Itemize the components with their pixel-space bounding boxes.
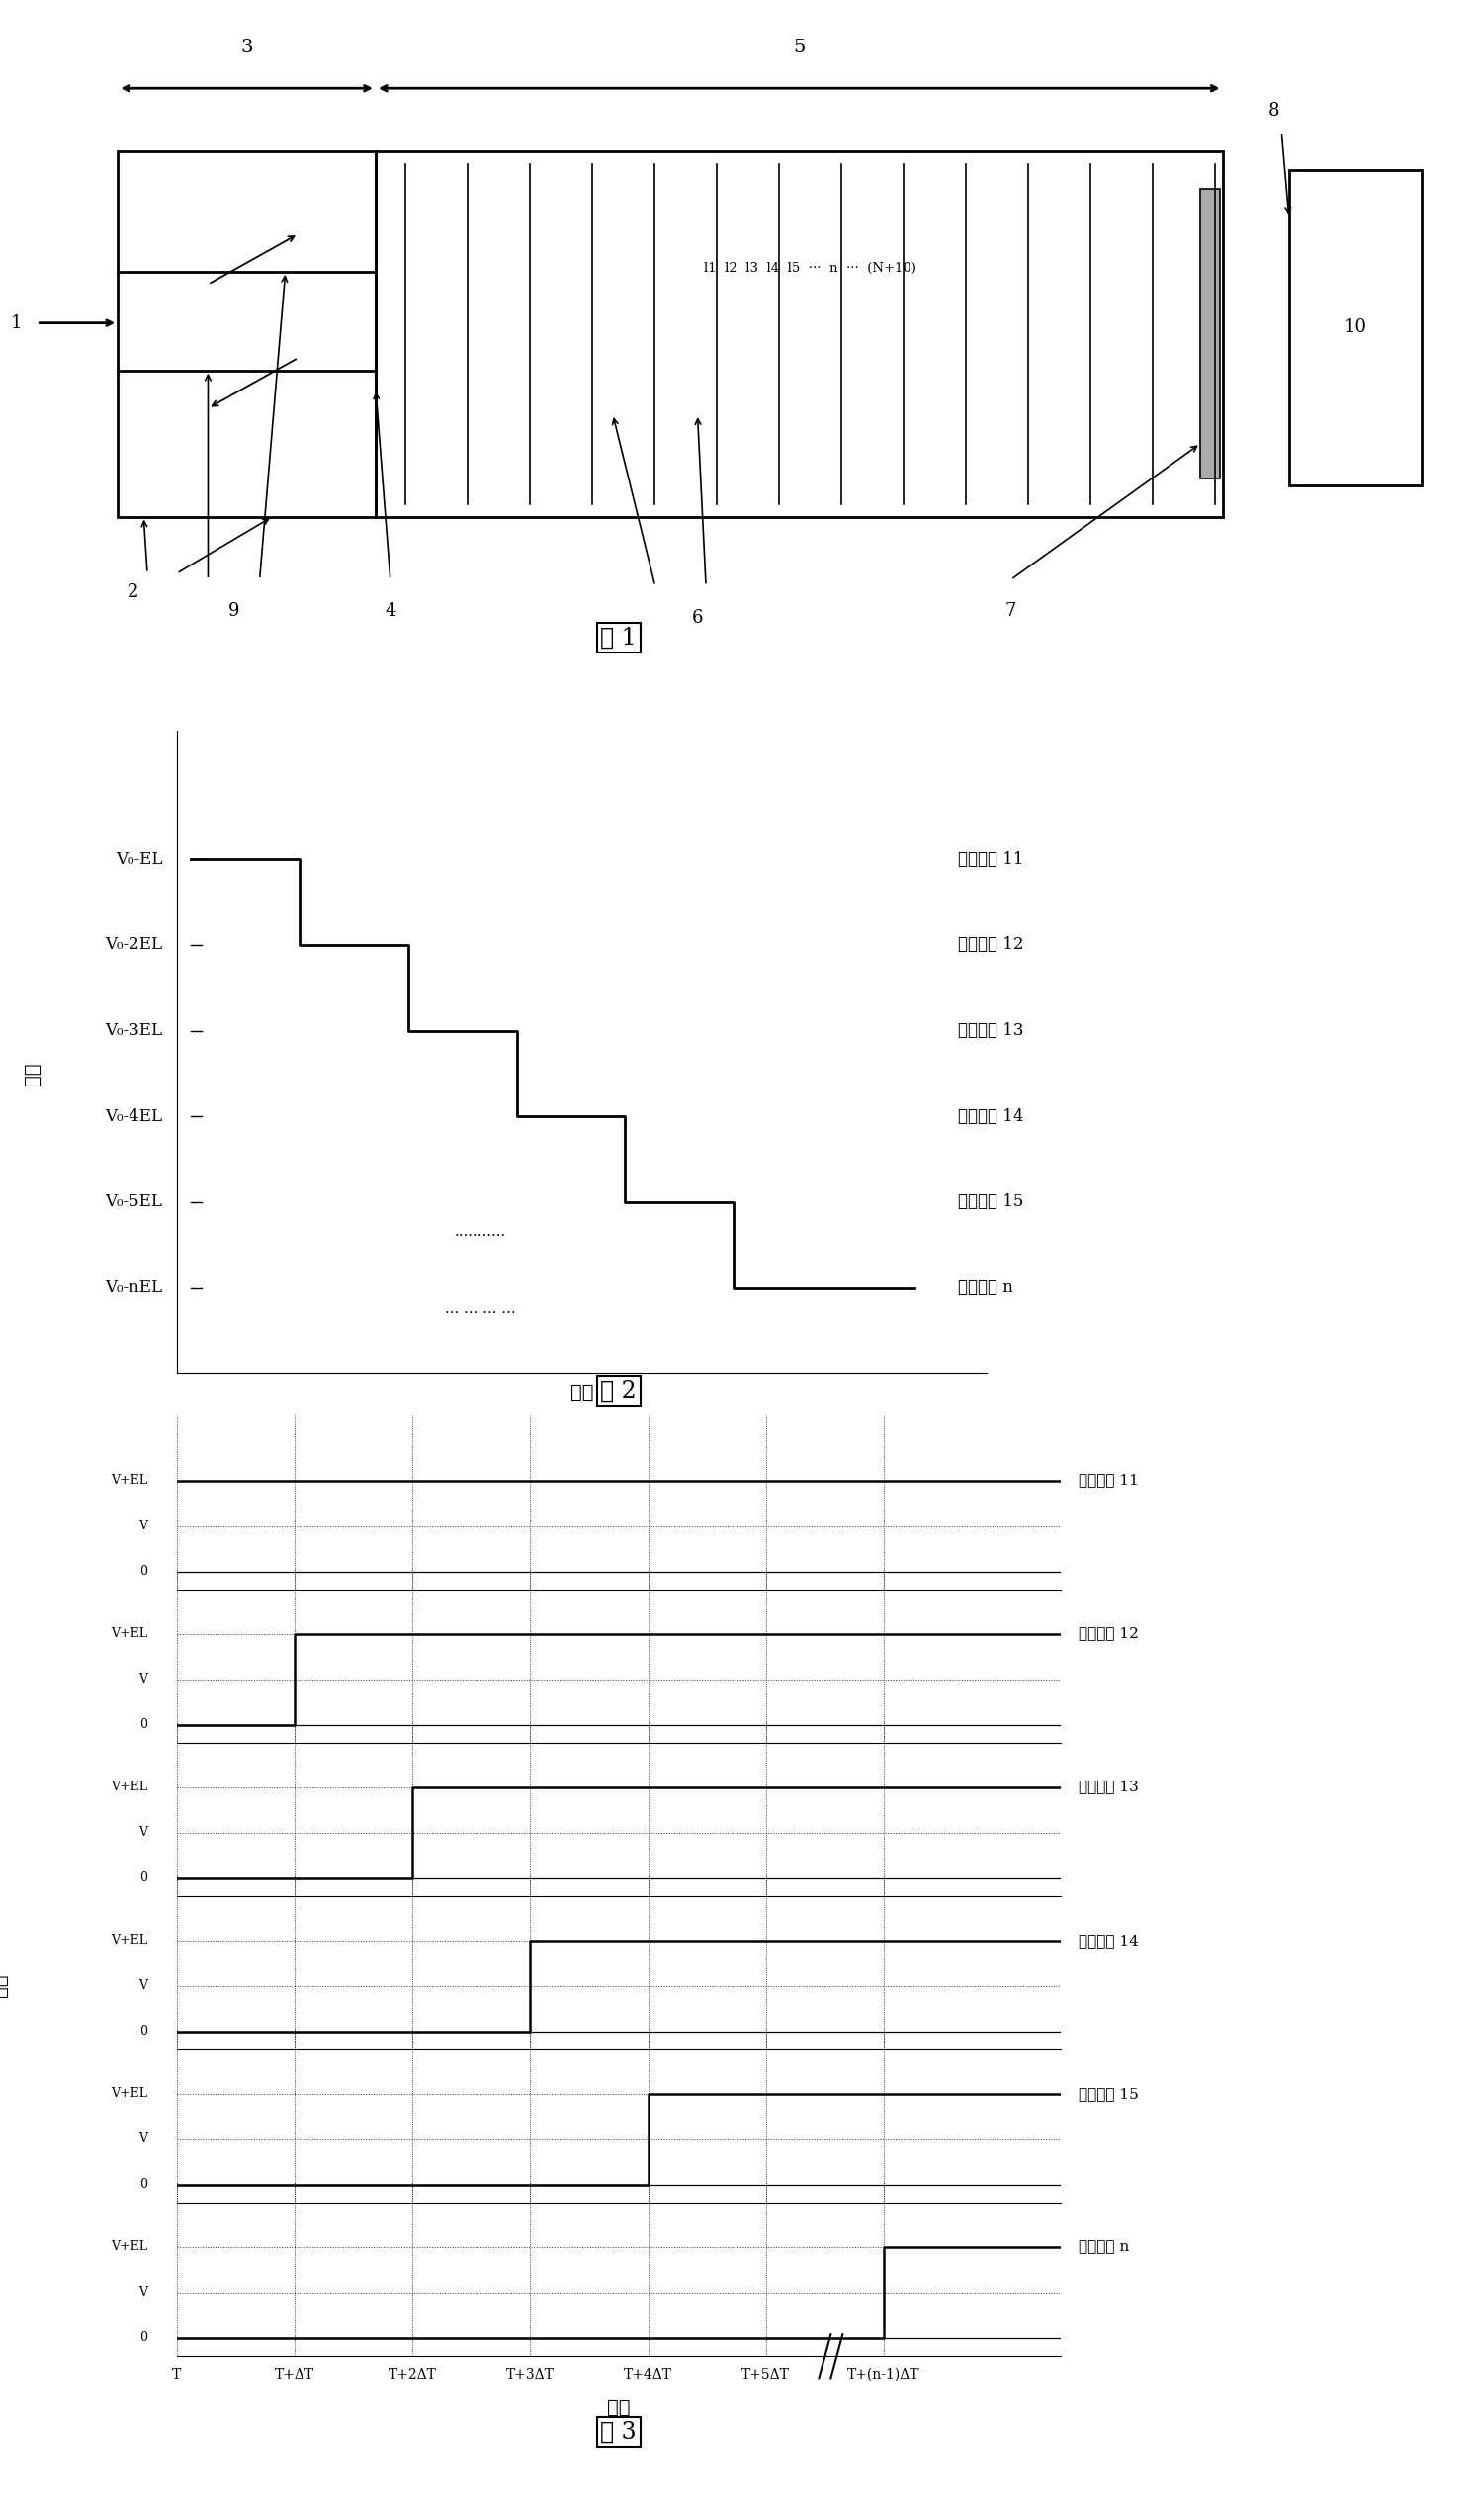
Text: 0: 0 — [140, 1872, 147, 1885]
Text: V: V — [138, 1520, 147, 1532]
Text: 8: 8 — [1268, 101, 1280, 121]
Text: 电压: 电压 — [24, 1061, 41, 1086]
Text: 漂移电极 15: 漂移电极 15 — [1078, 2087, 1139, 2102]
Text: V₀-EL: V₀-EL — [115, 852, 162, 867]
Text: 电压: 电压 — [0, 1973, 9, 1998]
Text: 漂移电极 14: 漂移电极 14 — [1078, 1933, 1139, 1948]
Text: V+EL: V+EL — [110, 1782, 147, 1794]
Text: T+2ΔT: T+2ΔT — [389, 2369, 436, 2381]
Text: V: V — [138, 2132, 147, 2145]
Text: V₀-2EL: V₀-2EL — [105, 937, 162, 953]
Text: 漂移电极 15: 漂移电极 15 — [957, 1194, 1024, 1210]
Text: ...........: ........... — [455, 1225, 507, 1240]
Text: T+4ΔT: T+4ΔT — [625, 2369, 672, 2381]
Text: 漂移电极 12: 漂移电极 12 — [957, 937, 1024, 953]
Text: 0: 0 — [140, 2177, 147, 2190]
Text: 漂移电极 12: 漂移电极 12 — [1078, 1628, 1139, 1641]
Text: 3: 3 — [240, 38, 253, 58]
Bar — [1200, 189, 1220, 479]
Text: 图 2: 图 2 — [601, 1378, 636, 1404]
Text: V+EL: V+EL — [110, 2087, 147, 2099]
Text: T+ΔT: T+ΔT — [275, 2369, 314, 2381]
Text: T+(n-1)ΔT: T+(n-1)ΔT — [847, 2369, 921, 2381]
Text: 4: 4 — [384, 602, 396, 620]
Text: V+EL: V+EL — [110, 1628, 147, 1641]
Text: 0: 0 — [140, 1565, 147, 1578]
Text: 漂移电极 13: 漂移电极 13 — [957, 1023, 1024, 1038]
Text: 漂移电极 11: 漂移电极 11 — [1078, 1474, 1139, 1487]
Bar — [376, 151, 1223, 517]
Text: 7: 7 — [1005, 602, 1016, 620]
Text: V+EL: V+EL — [110, 1933, 147, 1948]
Text: l1  l2  l3  l4  l5  ···  n  ···  (N+10): l1 l2 l3 l4 l5 ··· n ··· (N+10) — [704, 262, 916, 275]
Text: T+5ΔT: T+5ΔT — [742, 2369, 790, 2381]
Text: ... ... ... ...: ... ... ... ... — [445, 1303, 516, 1315]
Text: V₀-4EL: V₀-4EL — [105, 1109, 162, 1124]
Text: 1: 1 — [10, 315, 22, 333]
Text: T: T — [172, 2369, 181, 2381]
Text: 2: 2 — [127, 582, 138, 602]
Text: V₀-5EL: V₀-5EL — [105, 1194, 162, 1210]
Text: 漂移电极 13: 漂移电极 13 — [1078, 1779, 1139, 1794]
Text: 5: 5 — [792, 38, 806, 58]
Text: 0: 0 — [140, 2331, 147, 2344]
Text: V: V — [138, 1827, 147, 1840]
Text: 图 1: 图 1 — [601, 625, 636, 650]
Text: V₀-nEL: V₀-nEL — [105, 1280, 162, 1295]
Text: 6: 6 — [692, 607, 703, 627]
Text: 0: 0 — [140, 1719, 147, 1731]
Text: 漂移电极 n: 漂移电极 n — [1078, 2240, 1128, 2253]
Text: V₀-3EL: V₀-3EL — [105, 1023, 162, 1038]
Text: 时间: 时间 — [607, 2399, 630, 2417]
Text: 9: 9 — [228, 602, 240, 620]
Text: 漂移电极 14: 漂移电极 14 — [957, 1109, 1024, 1124]
Text: 10: 10 — [1343, 318, 1367, 338]
Text: 漂移电极 11: 漂移电极 11 — [957, 852, 1024, 867]
Text: V+EL: V+EL — [110, 1474, 147, 1487]
Text: V: V — [138, 2286, 147, 2298]
Text: V: V — [138, 1978, 147, 1993]
Text: V+EL: V+EL — [110, 2240, 147, 2253]
Text: 漂移电极 n: 漂移电极 n — [957, 1280, 1013, 1295]
Text: V: V — [138, 1673, 147, 1686]
Text: T+3ΔT: T+3ΔT — [507, 2369, 554, 2381]
X-axis label: 时间: 时间 — [570, 1383, 594, 1401]
Text: 0: 0 — [140, 2026, 147, 2039]
Text: 图 3: 图 3 — [601, 2419, 636, 2444]
Bar — [1289, 171, 1421, 484]
Bar — [118, 151, 376, 517]
